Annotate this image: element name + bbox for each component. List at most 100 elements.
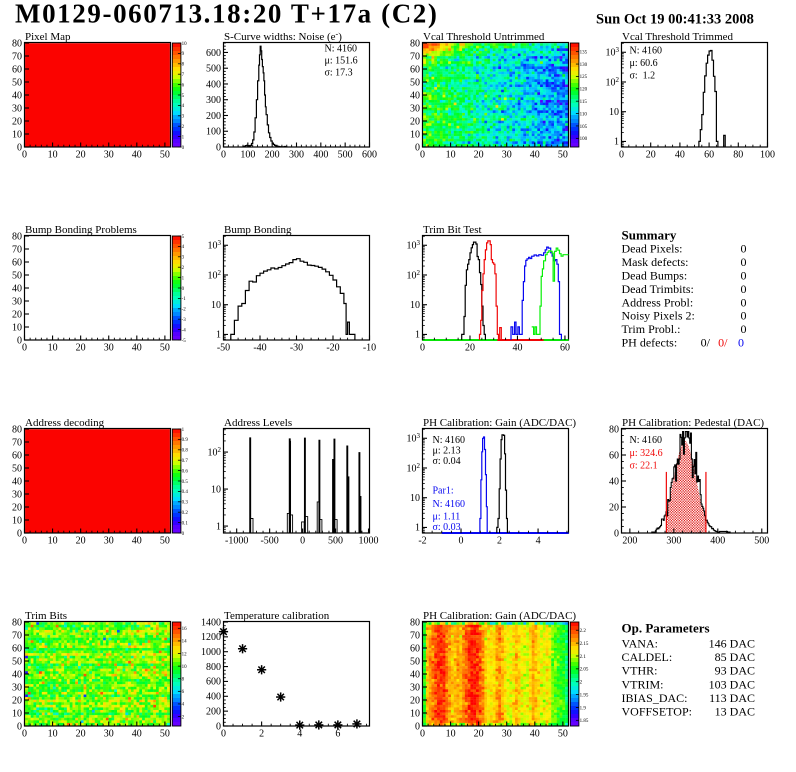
svg-text:100: 100 — [760, 150, 775, 161]
svg-text:0/: 0/ — [718, 336, 728, 350]
svg-text:100: 100 — [206, 127, 221, 138]
svg-text:20: 20 — [609, 502, 619, 513]
svg-text:10: 10 — [410, 300, 420, 311]
svg-text:0.1: 0.1 — [182, 521, 189, 526]
svg-text:40: 40 — [675, 150, 685, 161]
svg-text:50: 50 — [160, 343, 170, 354]
svg-text:400: 400 — [710, 536, 725, 547]
svg-text:1: 1 — [216, 330, 221, 341]
svg-text:Sun Oct 19 00:41:33 2008: Sun Oct 19 00:41:33 2008 — [596, 12, 754, 28]
svg-text:Trim Bits: Trim Bits — [25, 610, 67, 622]
svg-text:Vcal Threshold Untrimmed: Vcal Threshold Untrimmed — [423, 31, 545, 43]
svg-text:0.5: 0.5 — [182, 480, 189, 485]
svg-text:Summary: Summary — [622, 228, 677, 243]
svg-text:Noisy Pixels 2:: Noisy Pixels 2: — [622, 309, 695, 323]
svg-text:500: 500 — [328, 536, 343, 547]
svg-text:-30: -30 — [290, 343, 303, 354]
svg-text:40: 40 — [609, 476, 619, 487]
svg-text:1: 1 — [182, 276, 185, 281]
svg-text:3: 3 — [182, 115, 185, 120]
svg-text:Trim Probl.:: Trim Probl.: — [622, 322, 681, 336]
svg-text:10: 10 — [48, 343, 58, 354]
svg-text:30: 30 — [104, 343, 114, 354]
svg-text:Address Probl:: Address Probl: — [622, 295, 694, 309]
svg-text:10: 10 — [410, 493, 420, 504]
svg-text:30: 30 — [104, 536, 114, 547]
svg-text:20: 20 — [12, 116, 22, 127]
svg-text:30: 30 — [12, 103, 22, 114]
svg-text:600: 600 — [362, 150, 377, 161]
svg-text:σ: 17.3: σ: 17.3 — [325, 68, 353, 79]
svg-text:10: 10 — [48, 150, 58, 161]
svg-text:0: 0 — [216, 142, 221, 153]
svg-text:M0129-060713.18:20 T+17a (C2): M0129-060713.18:20 T+17a (C2) — [15, 0, 439, 29]
svg-text:10: 10 — [182, 42, 188, 47]
svg-text:400: 400 — [206, 79, 221, 90]
svg-text:6: 6 — [182, 83, 185, 88]
svg-text:50: 50 — [160, 536, 170, 547]
svg-text:0: 0 — [741, 255, 747, 269]
svg-text:110: 110 — [580, 112, 588, 117]
svg-text:σ: 0.03: σ: 0.03 — [433, 522, 461, 533]
svg-text:5: 5 — [182, 235, 185, 240]
svg-text:20: 20 — [474, 150, 484, 161]
svg-text:60: 60 — [12, 64, 22, 75]
svg-text:0: 0 — [182, 146, 185, 151]
svg-text:0: 0 — [17, 335, 22, 346]
svg-text:-2: -2 — [182, 308, 187, 313]
svg-text:-500: -500 — [260, 536, 278, 547]
svg-text:70: 70 — [12, 437, 22, 448]
svg-text:60: 60 — [609, 450, 619, 461]
svg-text:Mask defects:: Mask defects: — [622, 255, 689, 269]
svg-text:1: 1 — [415, 330, 420, 341]
svg-text:0.7: 0.7 — [182, 459, 189, 464]
svg-text:40: 40 — [12, 283, 22, 294]
svg-text:-40: -40 — [253, 343, 266, 354]
svg-text:500: 500 — [206, 64, 221, 75]
svg-text:0.6: 0.6 — [182, 469, 189, 474]
svg-text:0: 0 — [300, 536, 305, 547]
svg-text:1: 1 — [415, 523, 420, 534]
svg-text:N: 4160: N: 4160 — [433, 499, 466, 510]
svg-text:10: 10 — [410, 129, 420, 140]
svg-text:50: 50 — [410, 77, 420, 88]
svg-text:0.9: 0.9 — [182, 438, 189, 443]
svg-text:4: 4 — [182, 245, 185, 250]
svg-text:0: 0 — [741, 282, 747, 296]
svg-text:30: 30 — [104, 150, 114, 161]
svg-text:PH defects:: PH defects: — [622, 336, 678, 350]
svg-text:4: 4 — [536, 536, 541, 547]
svg-text:70: 70 — [410, 51, 420, 62]
svg-text:0: 0 — [420, 150, 425, 161]
svg-text:0: 0 — [619, 150, 624, 161]
svg-text:μ: 2.13: μ: 2.13 — [433, 446, 461, 457]
svg-text:-2: -2 — [418, 536, 426, 547]
svg-text:N: 4160: N: 4160 — [325, 44, 358, 55]
svg-text:μ: 1.11: μ: 1.11 — [433, 512, 461, 523]
svg-text:Bump Bonding Problems: Bump Bonding Problems — [25, 224, 137, 236]
svg-text:80: 80 — [609, 424, 619, 435]
svg-text:PH Calibration: Pedestal (DAC): PH Calibration: Pedestal (DAC) — [622, 417, 764, 429]
svg-text:1: 1 — [182, 135, 185, 140]
svg-text:μ: 60.6: μ: 60.6 — [630, 58, 658, 69]
svg-text:-3: -3 — [182, 318, 187, 323]
svg-text:50: 50 — [558, 150, 568, 161]
svg-text:600: 600 — [206, 48, 221, 59]
svg-text:20: 20 — [646, 150, 656, 161]
svg-text:10: 10 — [211, 300, 221, 311]
svg-text:μ: 151.6: μ: 151.6 — [325, 56, 358, 67]
svg-text:100: 100 — [580, 137, 588, 142]
svg-text:0: 0 — [741, 269, 747, 283]
svg-text:60: 60 — [560, 343, 570, 354]
svg-text:30: 30 — [12, 296, 22, 307]
svg-text:30: 30 — [12, 489, 22, 500]
svg-text:5: 5 — [182, 94, 185, 99]
svg-text:40: 40 — [132, 343, 142, 354]
svg-text:10: 10 — [211, 484, 221, 495]
svg-text:40: 40 — [132, 150, 142, 161]
svg-text:0.3: 0.3 — [182, 501, 189, 506]
svg-text:10: 10 — [609, 107, 619, 118]
svg-text:20: 20 — [465, 343, 475, 354]
svg-text:N: 4160: N: 4160 — [630, 435, 663, 446]
svg-text:μ: 324.6: μ: 324.6 — [630, 448, 663, 459]
